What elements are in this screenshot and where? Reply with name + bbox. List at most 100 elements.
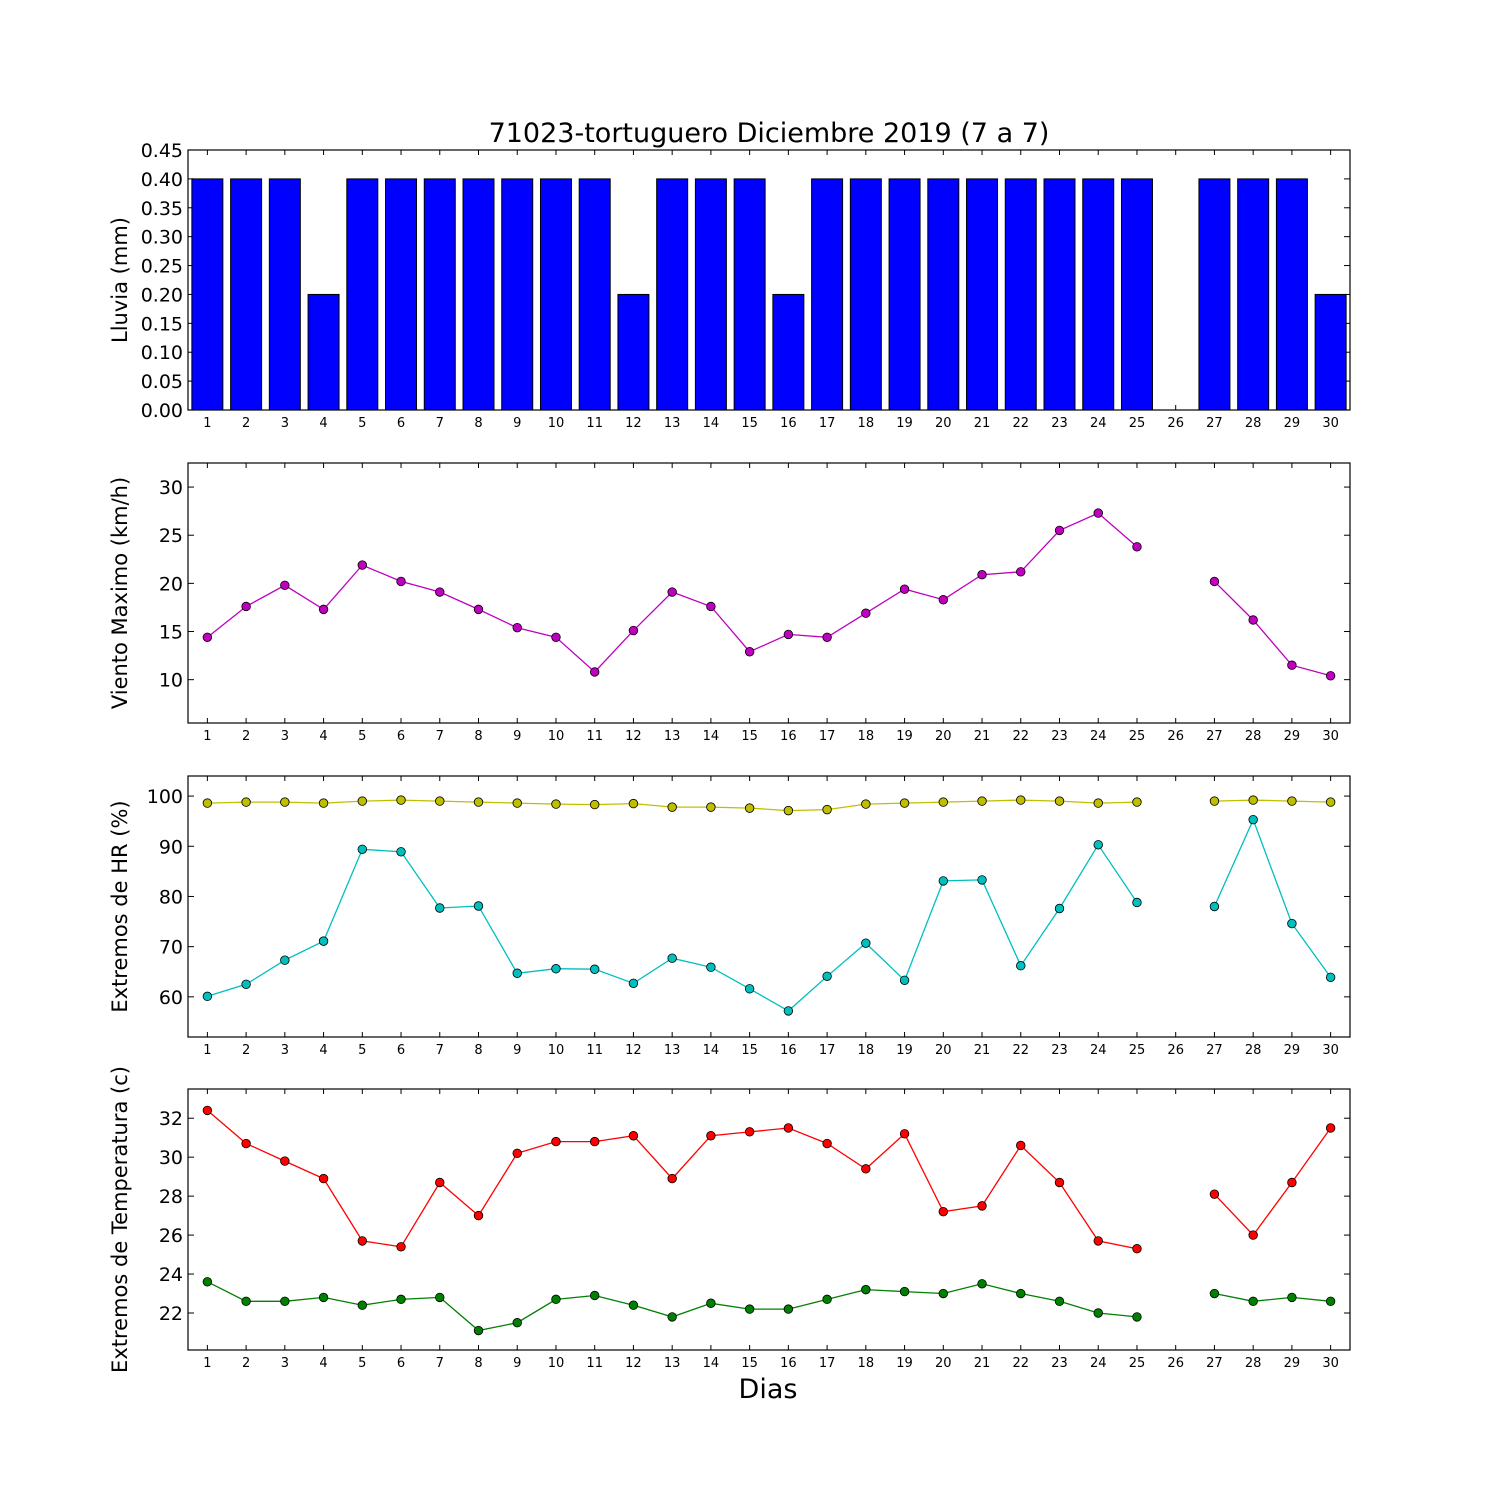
x-tick-label: 25 — [1129, 1356, 1146, 1371]
data-point — [473, 604, 484, 615]
data-point — [1016, 1140, 1026, 1151]
data-point — [744, 984, 755, 994]
bar — [578, 178, 611, 411]
data-point — [435, 903, 445, 913]
bar — [811, 178, 844, 411]
x-tick-label: 20 — [935, 1043, 952, 1058]
bar — [1082, 178, 1115, 411]
y-tick-label: 0.25 — [141, 256, 183, 278]
x-tick-label: 18 — [858, 1356, 875, 1371]
data-point — [1325, 972, 1336, 982]
data-point — [783, 1123, 794, 1133]
x-tick-label: 4 — [319, 1043, 327, 1058]
y-tick-label: 26 — [159, 1225, 183, 1247]
x-tick-label: 11 — [586, 1043, 603, 1058]
data-point — [318, 604, 329, 615]
data-point — [1054, 1177, 1065, 1188]
data-point — [1209, 796, 1220, 806]
x-tick-label: 25 — [1129, 1043, 1146, 1058]
data-point — [241, 1296, 251, 1307]
x-tick-label: 3 — [281, 1356, 289, 1371]
data-point — [357, 796, 368, 806]
x-tick-label: 28 — [1245, 1043, 1262, 1058]
data-point — [706, 1298, 716, 1308]
bar — [1237, 178, 1270, 411]
data-point — [1132, 542, 1142, 552]
data-point — [551, 964, 561, 974]
data-point — [783, 1006, 794, 1016]
data-point — [938, 595, 949, 605]
data-point — [744, 803, 755, 813]
bar — [268, 178, 301, 411]
x-tick-label: 28 — [1245, 729, 1262, 744]
data-point — [977, 1201, 987, 1211]
data-point — [628, 625, 639, 636]
data-point — [1093, 1236, 1103, 1246]
data-point — [435, 1177, 445, 1188]
data-point — [744, 647, 755, 657]
bar — [307, 293, 340, 411]
y-tick-label: 22 — [159, 1303, 183, 1325]
data-point — [202, 1277, 213, 1287]
bar — [1004, 178, 1037, 411]
x-tick-label: 19 — [896, 729, 913, 744]
bar — [191, 178, 224, 411]
x-tick-label: 16 — [780, 729, 797, 744]
y-tick-label: 25 — [159, 525, 183, 547]
data-point — [318, 936, 329, 946]
data-point — [551, 799, 561, 809]
bar — [1120, 178, 1153, 411]
data-point — [822, 1294, 832, 1305]
y-tick-label: 0.15 — [141, 313, 183, 335]
data-point — [938, 797, 949, 807]
data-point — [899, 975, 910, 985]
x-tick-label: 1 — [203, 416, 211, 431]
x-tick-label: 26 — [1167, 416, 1184, 431]
y-tick-label: 24 — [159, 1264, 183, 1286]
x-tick-label: 8 — [474, 729, 482, 744]
bar — [927, 178, 960, 411]
data-point — [628, 978, 639, 988]
data-point — [473, 901, 484, 911]
data-point — [628, 1300, 639, 1310]
bar — [501, 178, 534, 411]
x-tick-label: 13 — [664, 416, 681, 431]
x-tick-label: 16 — [780, 1043, 797, 1058]
data-point — [1093, 840, 1103, 850]
y-tick-label: 0.10 — [141, 342, 183, 364]
y-tick-label: 100 — [147, 786, 183, 808]
data-point — [861, 1164, 871, 1174]
data-point — [1209, 1189, 1220, 1199]
data-point — [667, 802, 677, 812]
bar — [772, 293, 805, 411]
x-tick-label: 8 — [474, 416, 482, 431]
data-point — [1132, 897, 1142, 908]
data-point — [318, 1292, 329, 1303]
data-point — [783, 629, 794, 640]
data-point — [977, 796, 987, 806]
data-point — [241, 979, 251, 989]
data-point — [1093, 798, 1103, 808]
data-point — [1016, 961, 1026, 971]
x-tick-label: 18 — [858, 1043, 875, 1058]
x-tick-label: 5 — [358, 1356, 366, 1371]
x-tick-label: 21 — [974, 1356, 991, 1371]
data-point — [473, 797, 484, 807]
data-point — [938, 876, 949, 886]
x-tick-label: 11 — [586, 1356, 603, 1371]
x-tick-label: 1 — [203, 729, 211, 744]
data-point — [822, 971, 832, 981]
humedad-panel: 1 2 3 4 5 6 7 8 9 10 11 12 13 14 15 16 17 18 19 20 21 22 23 24 2… — [108, 775, 1351, 1058]
x-tick-label: 26 — [1167, 1043, 1184, 1058]
x-tick-label: 10 — [548, 1356, 565, 1371]
data-point — [706, 962, 716, 972]
viento-panel: 1 2 3 4 5 6 7 8 9 10 11 12 13 14 15 16 17 18 19 20 21 22 23 24 2… — [108, 462, 1351, 744]
x-tick-label: 6 — [397, 1043, 405, 1058]
data-point — [590, 1290, 600, 1301]
y-tick-label: 70 — [159, 937, 183, 959]
data-point — [1132, 1312, 1142, 1322]
data-point — [280, 580, 290, 590]
x-tick-label: 23 — [1051, 416, 1068, 431]
data-point — [1054, 525, 1065, 536]
x-tick-label: 27 — [1206, 1356, 1223, 1371]
